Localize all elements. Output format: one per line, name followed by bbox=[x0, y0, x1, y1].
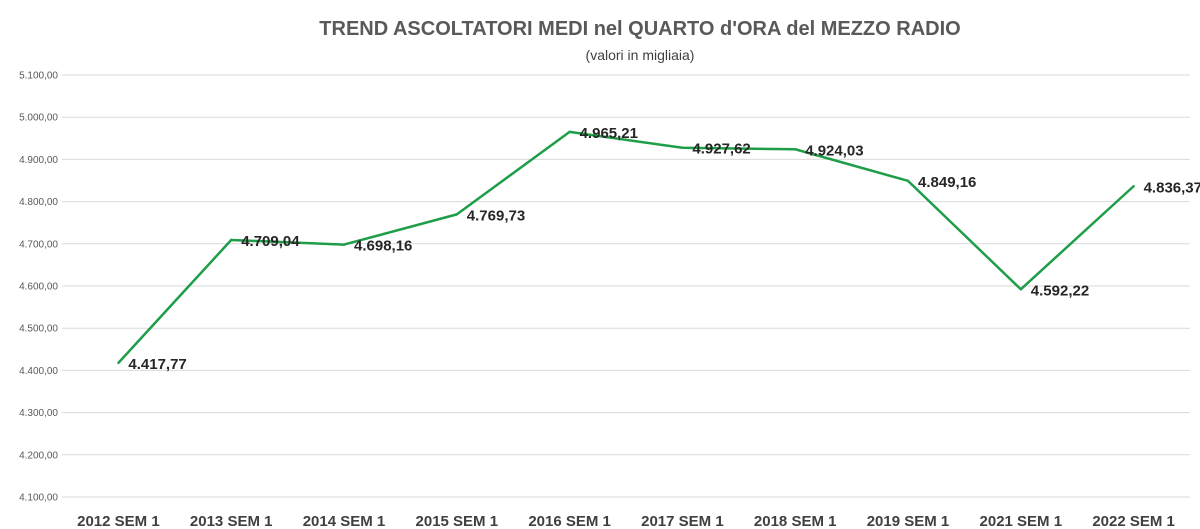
y-tick-label: 4.600,00 bbox=[19, 282, 58, 293]
data-point bbox=[117, 361, 120, 365]
y-tick-label: 4.800,00 bbox=[19, 197, 58, 208]
data-point bbox=[906, 179, 910, 183]
series-line-layer bbox=[117, 130, 1135, 365]
y-tick-label: 4.500,00 bbox=[19, 324, 58, 335]
y-tick-label: 4.300,00 bbox=[19, 408, 58, 419]
y-tick-label: 4.400,00 bbox=[19, 366, 58, 377]
data-point bbox=[1132, 185, 1135, 188]
x-tick-label: 2014 SEM 1 bbox=[303, 513, 386, 529]
x-tick-label: 2018 SEM 1 bbox=[754, 513, 837, 529]
data-label: 4.849,16 bbox=[918, 174, 976, 191]
gridlines bbox=[62, 74, 1190, 498]
data-point bbox=[230, 238, 233, 242]
x-tick-label: 2022 SEM 1 bbox=[1092, 513, 1175, 529]
data-label: 4.592,22 bbox=[1031, 282, 1089, 299]
x-tick-label: 2012 SEM 1 bbox=[77, 513, 160, 529]
y-tick-label: 4.700,00 bbox=[19, 239, 58, 250]
data-label: 4.709,04 bbox=[241, 233, 300, 250]
data-point bbox=[794, 148, 797, 151]
x-axis-ticks: 2012 SEM 1 2013 SEM 1 2014 SEM 1 2015 SEM 1… bbox=[77, 513, 1175, 529]
data-point bbox=[568, 130, 571, 134]
data-label: 4.965,21 bbox=[580, 125, 638, 142]
y-tick-label: 4.900,00 bbox=[19, 155, 58, 166]
data-label: 4.417,77 bbox=[128, 356, 186, 373]
chart-subtitle: (valori in migliaia) bbox=[586, 47, 695, 63]
x-tick-label: 2019 SEM 1 bbox=[867, 513, 950, 529]
data-point bbox=[455, 213, 458, 216]
x-tick-label: 2016 SEM 1 bbox=[528, 513, 611, 529]
x-tick-label: 2021 SEM 1 bbox=[980, 513, 1063, 529]
x-tick-label: 2015 SEM 1 bbox=[416, 513, 499, 529]
x-tick-label: 2017 SEM 1 bbox=[641, 513, 724, 529]
data-label: 4.927,62 bbox=[692, 141, 750, 158]
data-label: 4.698,16 bbox=[354, 238, 412, 255]
y-axis-ticks: 4.100,00 4.200,00 4.300,00 4.400,00 4.500,00… bbox=[19, 71, 58, 504]
data-labels: 4.417,77 4.709,04 4.698,16 4.769,73 4.965,21… bbox=[128, 125, 1200, 373]
data-label: 4.836,37 bbox=[1144, 179, 1200, 196]
data-point bbox=[681, 146, 684, 149]
x-tick-label: 2013 SEM 1 bbox=[190, 513, 273, 529]
data-label: 4.769,73 bbox=[467, 207, 525, 224]
y-tick-label: 5.000,00 bbox=[19, 113, 58, 124]
data-point bbox=[342, 243, 346, 246]
data-label: 4.924,03 bbox=[805, 142, 863, 159]
y-tick-label: 5.100,00 bbox=[19, 71, 58, 82]
data-point bbox=[1019, 288, 1022, 291]
y-tick-label: 4.100,00 bbox=[19, 493, 58, 504]
series-line bbox=[117, 130, 1135, 364]
chart-title: TREND ASCOLTATORI MEDI nel QUARTO d'ORA … bbox=[319, 18, 960, 40]
y-tick-label: 4.200,00 bbox=[19, 450, 58, 461]
